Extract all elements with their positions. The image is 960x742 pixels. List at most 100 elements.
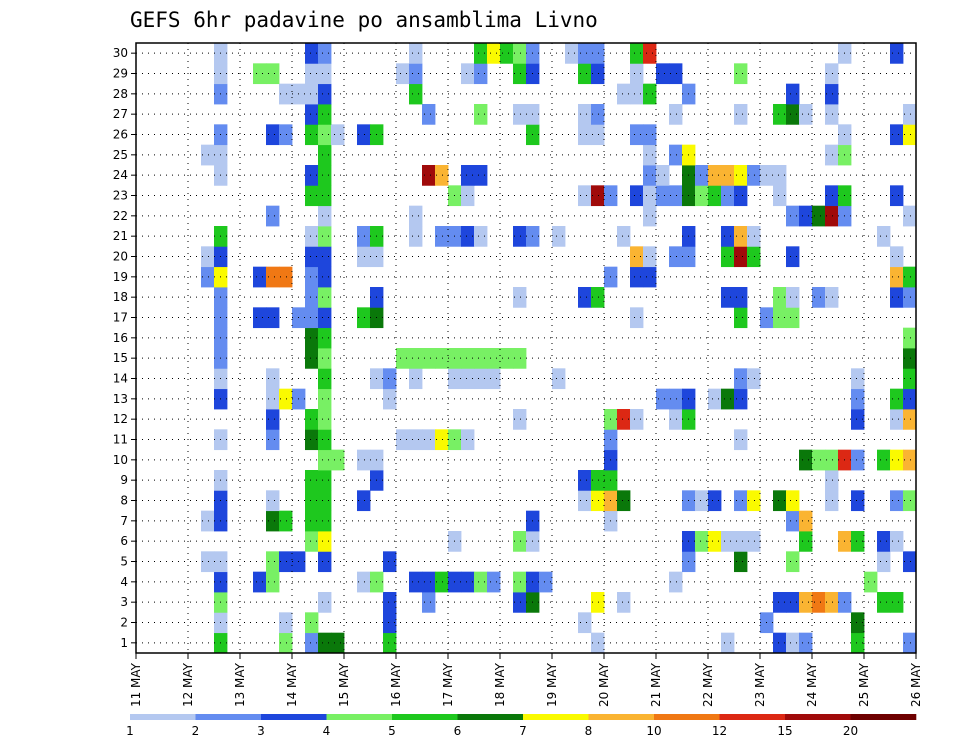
x-tick-label: 13 MAY	[233, 662, 247, 707]
heatmap-cell	[877, 449, 891, 471]
heatmap-cell	[318, 266, 332, 288]
heatmap-cell	[721, 287, 735, 308]
heatmap-cell	[786, 287, 800, 308]
heatmap-cell	[266, 551, 280, 573]
heatmap-cell	[305, 104, 319, 125]
heatmap-cell	[877, 531, 891, 552]
heatmap-cell	[318, 470, 332, 491]
heatmap-cell	[695, 490, 709, 512]
heatmap-cell	[747, 165, 761, 186]
heatmap-cell	[825, 83, 839, 105]
heatmap-cell	[721, 165, 735, 186]
heatmap-cell	[890, 449, 904, 471]
heatmap-cell	[487, 571, 501, 593]
heatmap-cell	[578, 63, 592, 85]
heatmap-cell	[578, 470, 592, 491]
heatmap-cell	[331, 449, 345, 471]
heatmap-cell	[903, 104, 917, 125]
heatmap-cell	[474, 571, 488, 593]
heatmap-cell	[578, 104, 592, 125]
heatmap-cell	[266, 510, 280, 532]
heatmap-cell	[396, 63, 410, 85]
colorbar-swatch	[654, 714, 720, 720]
heatmap-cell	[201, 144, 215, 166]
heatmap-cell	[552, 226, 566, 247]
heatmap-cell	[903, 124, 917, 146]
heatmap-cell	[630, 409, 644, 430]
heatmap-cell	[513, 226, 527, 247]
heatmap-cell	[630, 124, 644, 146]
heatmap-cell	[318, 327, 332, 349]
heatmap-cell	[487, 43, 501, 64]
heatmap-cell	[461, 348, 475, 369]
y-tick-label: 23	[113, 189, 128, 203]
heatmap-cell	[890, 388, 904, 410]
heatmap-cell	[851, 612, 865, 634]
heatmap-cell	[812, 449, 826, 471]
colorbar-swatch	[195, 714, 262, 720]
heatmap-cell	[266, 63, 280, 85]
heatmap-cell	[747, 226, 761, 247]
heatmap-cell	[266, 307, 280, 329]
heatmap-cell	[617, 226, 631, 247]
heatmap-cell	[591, 592, 605, 613]
heatmap-cell	[851, 388, 865, 410]
x-tick-label: 17 MAY	[441, 662, 455, 707]
heatmap-cell	[305, 185, 319, 207]
heatmap-cell	[305, 429, 319, 451]
heatmap-cell	[318, 510, 332, 532]
colorbar: 1 2 3 4 5 6 7 8 10 12 15 20	[126, 714, 917, 738]
x-tick-label: 18 MAY	[493, 662, 507, 707]
y-tick-label: 29	[113, 67, 128, 81]
heatmap-cell	[474, 368, 488, 390]
heatmap-cell	[877, 226, 891, 247]
heatmap-cell	[877, 551, 891, 573]
heatmap-cell	[318, 104, 332, 125]
heatmap-cell	[474, 348, 488, 369]
heatmap-cell	[721, 226, 735, 247]
heatmap-cell	[890, 185, 904, 207]
heatmap-cell	[825, 592, 839, 613]
heatmap-cell	[305, 226, 319, 247]
heatmap-cell	[773, 307, 787, 329]
heatmap-cell	[513, 287, 527, 308]
heatmap-cell	[279, 612, 293, 634]
heatmap-cell	[630, 83, 644, 105]
heatmap-cell	[409, 83, 423, 105]
heatmap-cell	[357, 571, 371, 593]
heatmap-cell	[383, 632, 397, 654]
heatmap-cell	[799, 205, 813, 227]
heatmap-cell	[409, 429, 423, 451]
plot-frame	[135, 42, 917, 654]
colorbar-swatch	[392, 714, 458, 720]
heatmap-cell	[383, 388, 397, 410]
heatmap-cell	[591, 104, 605, 125]
heatmap-cell	[474, 104, 488, 125]
heatmap-cell	[669, 63, 683, 85]
heatmap-cell	[630, 307, 644, 329]
heatmap-cell	[396, 348, 410, 369]
heatmap-cell	[890, 287, 904, 308]
heatmap-cell	[799, 632, 813, 654]
heatmap-cell	[708, 490, 722, 512]
x-tick-label: 26 MAY	[909, 662, 923, 707]
heatmap-cell	[383, 368, 397, 390]
heatmap-cell	[630, 185, 644, 207]
heatmap-cell	[435, 429, 449, 451]
heatmap-cell	[318, 185, 332, 207]
heatmap-cell	[383, 612, 397, 634]
heatmap-cell	[318, 246, 332, 268]
heatmap-cell	[812, 592, 826, 613]
heatmap-cell	[409, 368, 423, 390]
heatmap-cell	[890, 409, 904, 430]
y-tick-label: 15	[113, 351, 128, 365]
heatmap-cell	[318, 388, 332, 410]
heatmap-cell	[773, 490, 787, 512]
heatmap-cell	[305, 348, 319, 369]
colorbar-label: 5	[388, 724, 396, 738]
heatmap-cell	[812, 287, 826, 308]
heatmap-cell	[903, 551, 917, 573]
colorbar-label: 10	[646, 724, 661, 738]
heatmap-cell	[461, 429, 475, 451]
heatmap-cell	[890, 531, 904, 552]
